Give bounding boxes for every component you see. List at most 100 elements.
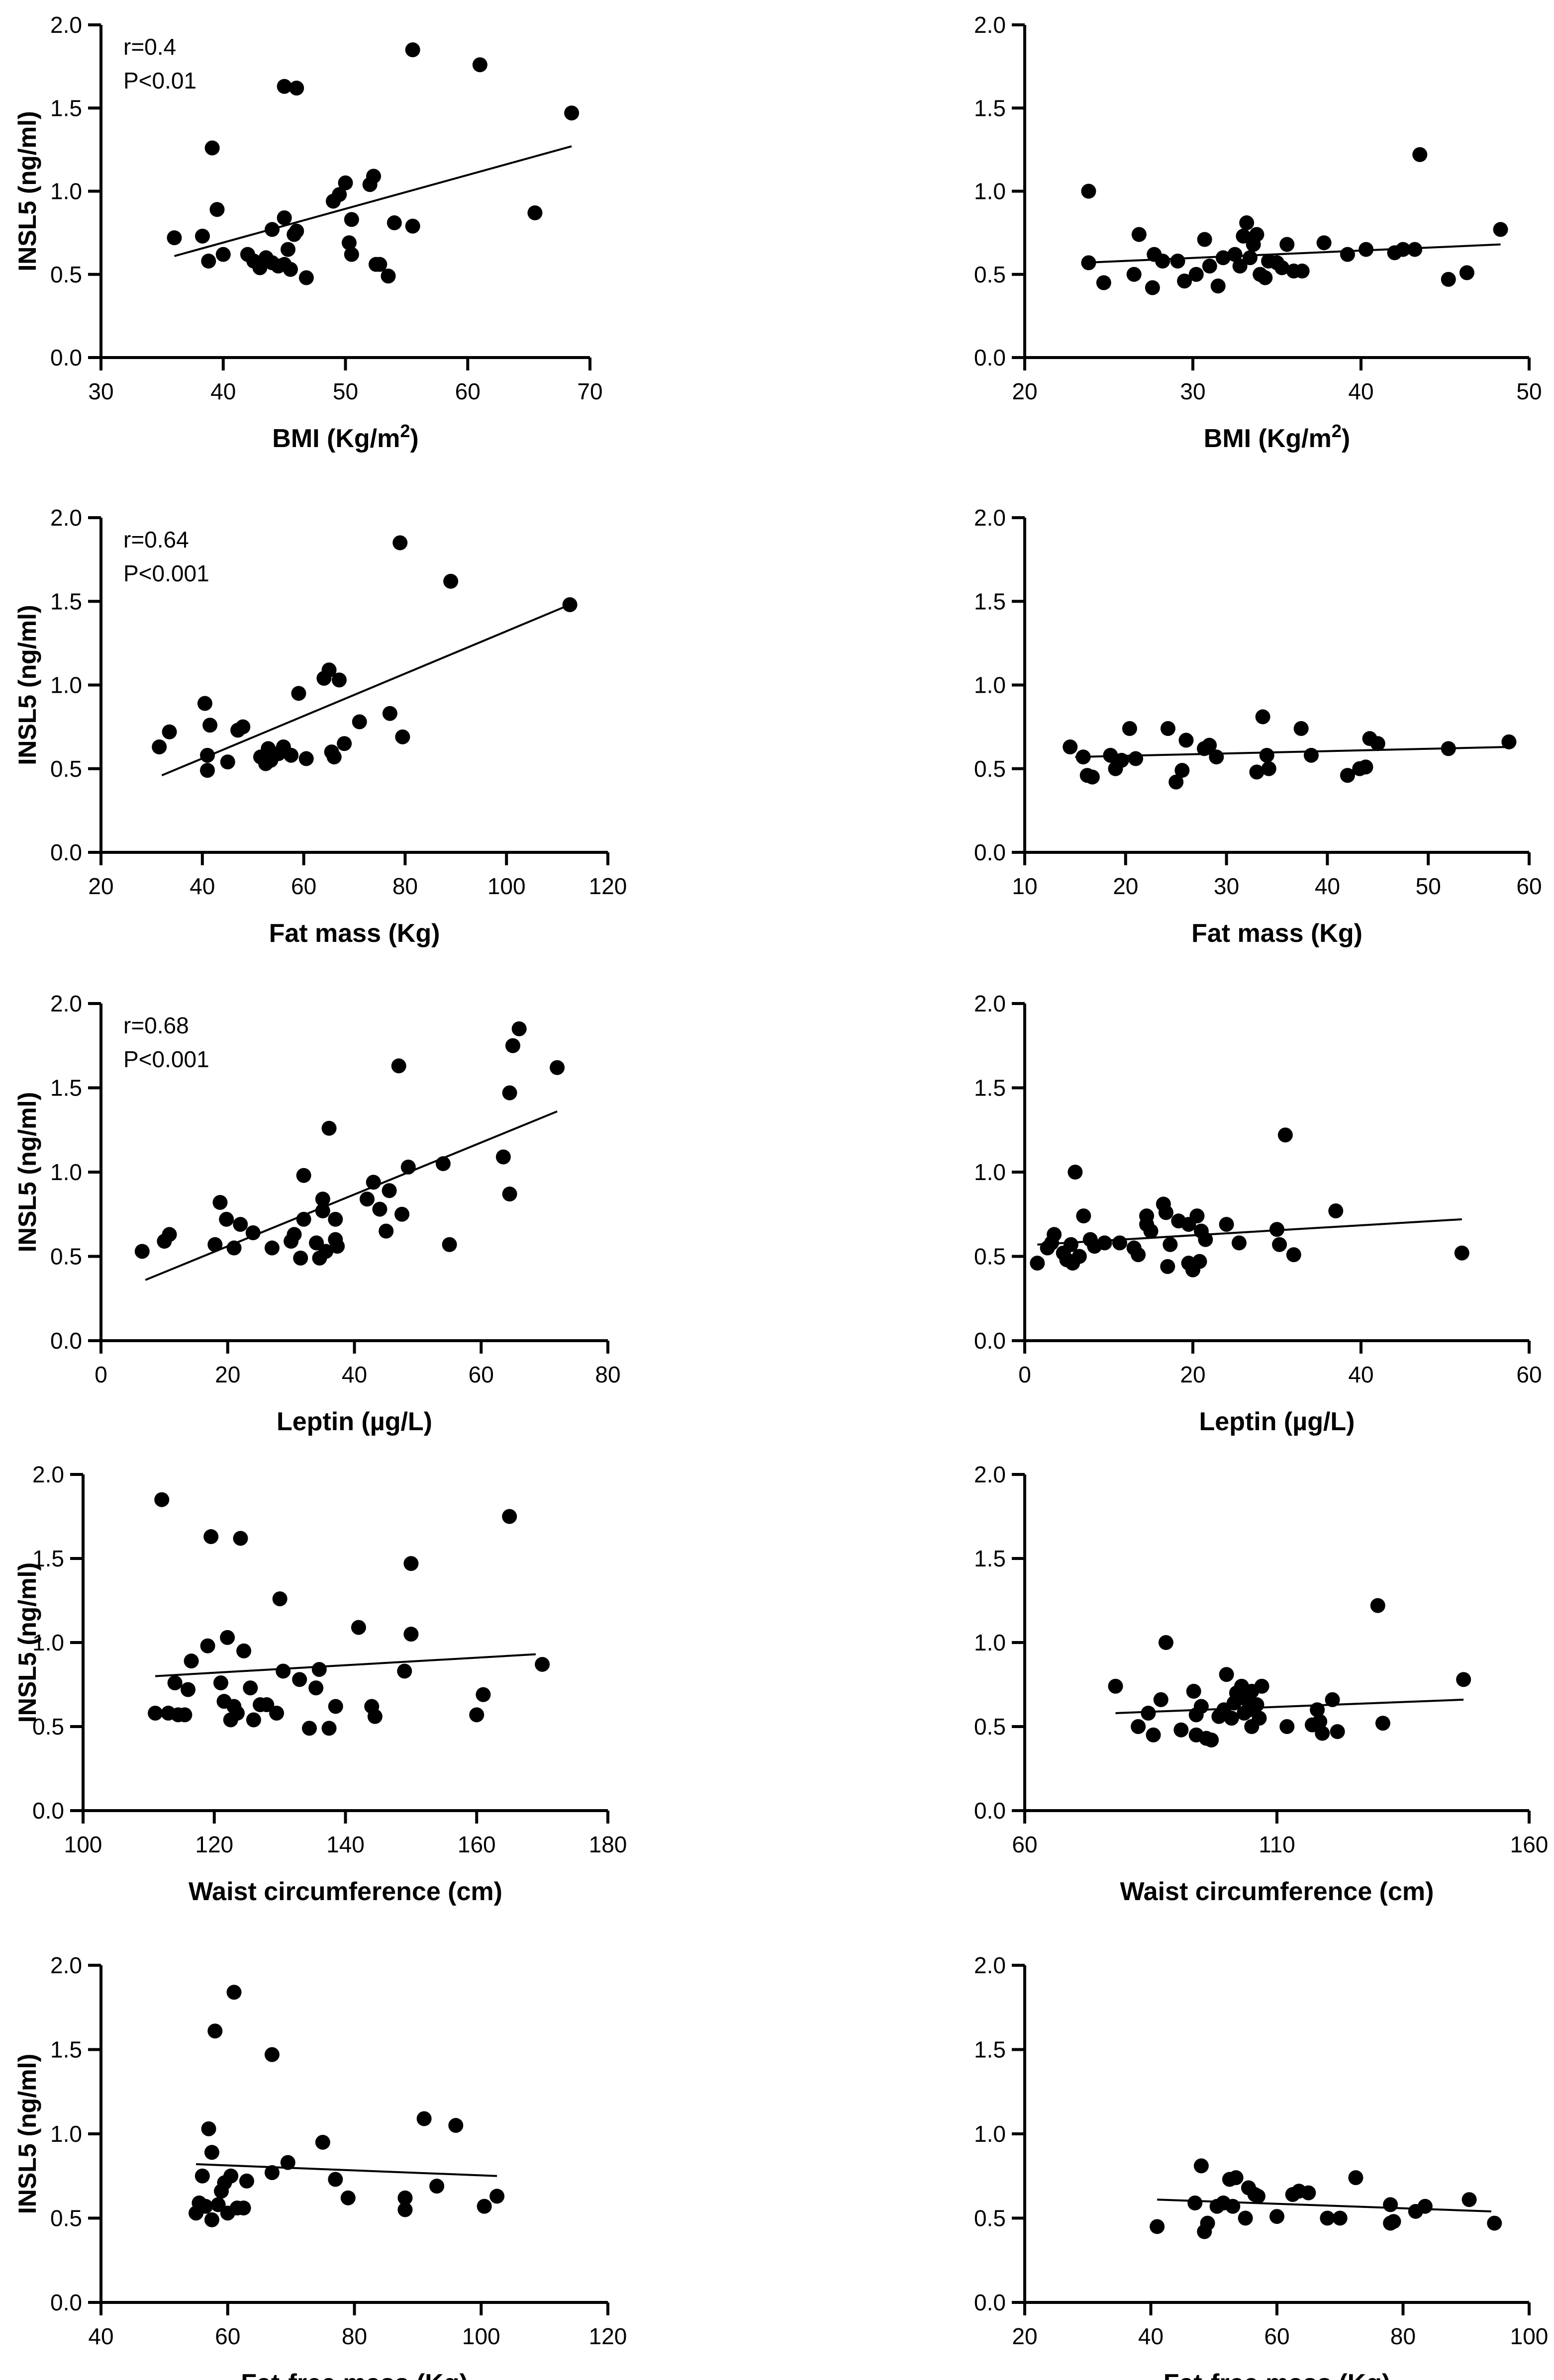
data-point (152, 739, 167, 755)
data-point (381, 269, 396, 284)
data-point (1155, 253, 1170, 269)
data-point (1301, 2185, 1316, 2200)
data-point (1325, 1692, 1340, 1707)
data-point (162, 1227, 177, 1242)
y-axis-title: INSL5 (ng/ml) (13, 2054, 41, 2214)
data-point (1145, 280, 1160, 295)
data-point (391, 1058, 406, 1074)
data-point (272, 1591, 288, 1607)
data-point (372, 257, 388, 272)
data-point (1153, 1692, 1168, 1707)
data-point (246, 1712, 261, 1728)
data-point (351, 1620, 366, 1635)
data-point (1128, 751, 1144, 766)
data-point (1228, 2170, 1244, 2186)
data-point (328, 1699, 343, 1714)
data-point (1193, 2158, 1209, 2174)
data-point (293, 1250, 308, 1266)
data-point (177, 1707, 193, 1723)
y-tick-label: 0.0 (50, 839, 82, 865)
data-point (1501, 734, 1517, 749)
data-point (1075, 749, 1091, 765)
x-axis-title: BMI (Kg/m2) (272, 421, 418, 454)
y-tick-label: 2.0 (50, 1952, 82, 1978)
y-tick-label: 0.0 (50, 2289, 82, 2315)
x-tick-label: 40 (88, 2323, 113, 2349)
data-point (301, 1721, 317, 1736)
regression-line (1075, 746, 1509, 758)
data-point (1081, 183, 1096, 199)
data-point (239, 2173, 254, 2189)
y-axis-title: INSL5 (ng/ml) (13, 1092, 41, 1252)
data-point (562, 597, 578, 612)
data-point (344, 247, 359, 262)
data-point (1320, 2210, 1335, 2226)
data-point (442, 1237, 457, 1252)
data-point (1441, 741, 1456, 756)
data-point (337, 736, 352, 751)
data-point (1269, 2209, 1284, 2224)
y-tick-label: 1.0 (974, 1159, 1006, 1185)
data-point (405, 218, 420, 234)
data-point (194, 2168, 210, 2184)
data-point (1160, 1259, 1175, 1274)
x-tick-label: 80 (595, 1362, 620, 1387)
x-tick-label: 180 (589, 1831, 627, 1857)
data-point (416, 2111, 432, 2126)
x-tick-label: 80 (392, 873, 418, 899)
data-point (264, 1240, 280, 1256)
data-point (1236, 228, 1251, 244)
data-point (315, 2134, 330, 2150)
data-point (1340, 247, 1355, 262)
y-tick-label: 2.0 (50, 12, 82, 38)
data-point (352, 714, 367, 730)
chart-panel: 0.0 0.5 1.0 1.5 2.0 60 110 160 INSL5 (ng/ml) Wais… (13, 1462, 1548, 1906)
data-point (277, 79, 292, 94)
data-point (1160, 721, 1175, 736)
y-tick-label: 1.5 (50, 95, 82, 121)
chart-panel: 0.0 0.5 1.0 1.5 2.0 0 20 40 60 80 INSL5 (ng/ml) Lep… (13, 991, 621, 1436)
data-point (167, 230, 182, 246)
x-tick-label: 60 (1516, 873, 1542, 899)
data-point (1047, 1227, 1062, 1242)
x-tick-label: 40 (1348, 1362, 1373, 1387)
y-tick-label: 2.0 (32, 1462, 64, 1487)
data-point (527, 205, 543, 220)
data-point (1232, 259, 1248, 274)
data-point (340, 2190, 356, 2205)
data-point (1192, 1254, 1207, 1269)
data-point (201, 253, 216, 269)
data-point (1383, 2197, 1398, 2212)
data-point (1249, 1697, 1264, 1713)
data-point (194, 228, 210, 244)
data-point (366, 169, 382, 184)
data-point (1081, 255, 1096, 271)
data-point (1122, 721, 1137, 736)
data-point (382, 1183, 397, 1198)
y-axis-title: INSL5 (ng/ml) (13, 605, 41, 765)
data-point (1340, 768, 1355, 783)
data-point (321, 662, 337, 678)
data-point (1493, 222, 1508, 237)
data-point (400, 1159, 416, 1175)
correlation-r-label: r=0.4 (123, 34, 176, 60)
y-tick-label: 1.5 (974, 1075, 1006, 1101)
data-point (1316, 235, 1332, 251)
data-point (1076, 1208, 1091, 1224)
data-point (1188, 267, 1204, 282)
data-point (1210, 278, 1226, 294)
data-point (308, 1680, 324, 1696)
x-tick-label: 30 (1180, 378, 1205, 404)
data-point (387, 215, 402, 231)
data-point (1249, 227, 1264, 242)
data-point (405, 42, 420, 58)
x-axis-title: Leptin (µg/L) (277, 1407, 432, 1436)
data-point (245, 1225, 261, 1241)
data-point (321, 1721, 337, 1736)
data-point (1225, 2198, 1241, 2214)
data-point (1126, 267, 1142, 282)
data-point (1141, 1705, 1156, 1721)
x-axis-title: Fat mass (Kg) (269, 919, 440, 948)
data-point (280, 2155, 295, 2170)
data-point (1193, 1699, 1209, 1714)
